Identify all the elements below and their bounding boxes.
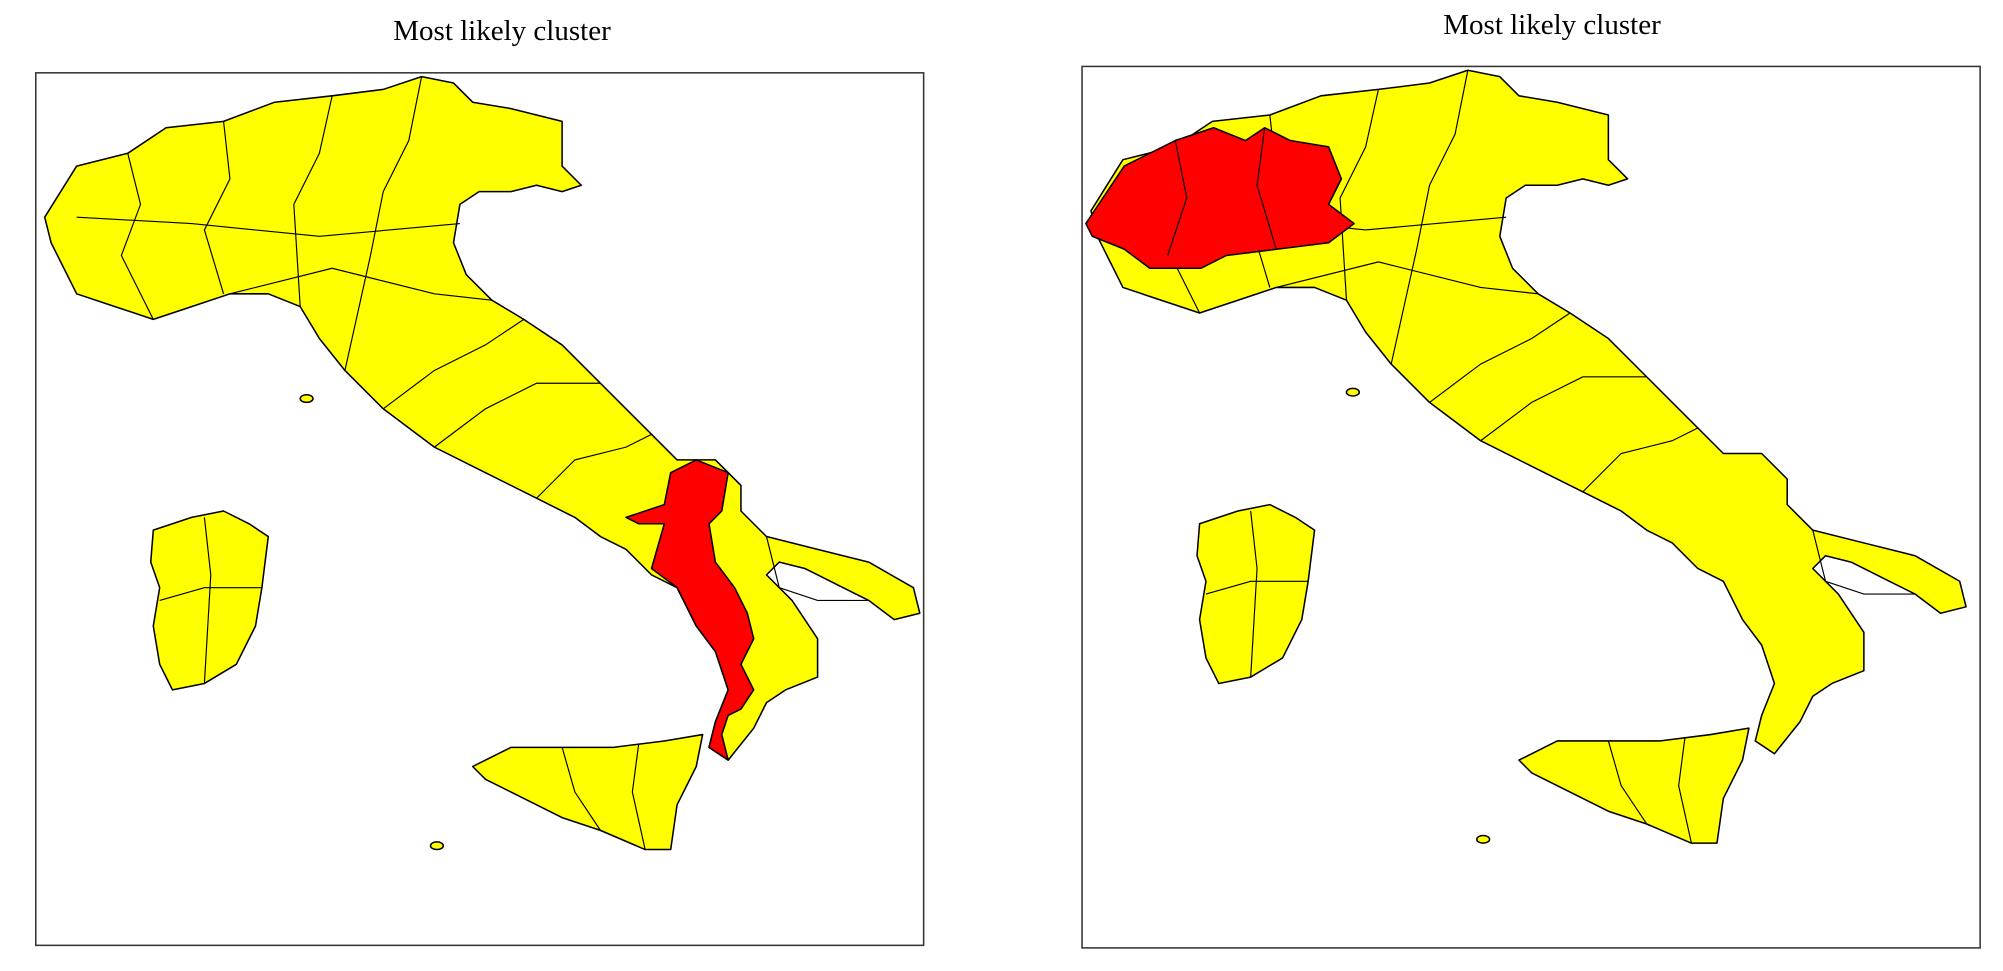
region-border [1167,140,1188,256]
map-frame [1081,65,1981,949]
panel-title: Most likely cluster [1443,9,1661,41]
cluster-region [625,459,755,761]
cluster-region [1085,126,1355,270]
map-frame [35,72,925,947]
panel-title: Most likely cluster [393,15,611,47]
region-border [1256,127,1277,250]
map-panel [35,72,925,947]
italy-map [43,75,921,851]
map-panel [1081,65,1981,949]
